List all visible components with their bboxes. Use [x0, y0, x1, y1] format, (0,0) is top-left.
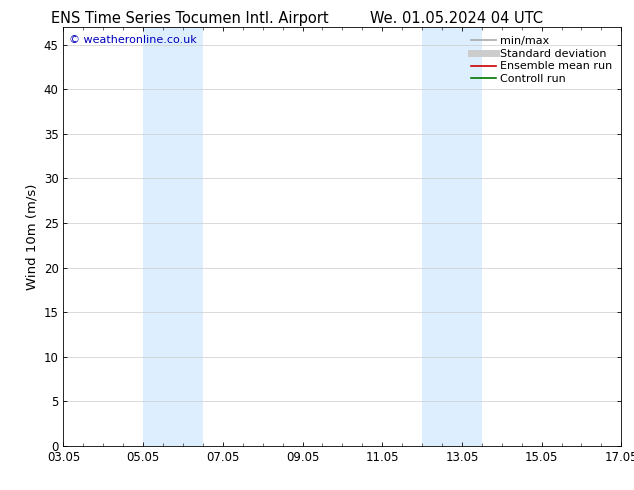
Text: We. 01.05.2024 04 UTC: We. 01.05.2024 04 UTC: [370, 11, 543, 26]
Text: © weatheronline.co.uk: © weatheronline.co.uk: [69, 35, 197, 46]
Bar: [422, 27, 482, 446]
Bar: [143, 27, 203, 446]
Y-axis label: Wind 10m (m/s): Wind 10m (m/s): [25, 183, 38, 290]
Text: ENS Time Series Tocumen Intl. Airport: ENS Time Series Tocumen Intl. Airport: [51, 11, 329, 26]
Legend: min/max, Standard deviation, Ensemble mean run, Controll run: min/max, Standard deviation, Ensemble me…: [468, 32, 616, 88]
